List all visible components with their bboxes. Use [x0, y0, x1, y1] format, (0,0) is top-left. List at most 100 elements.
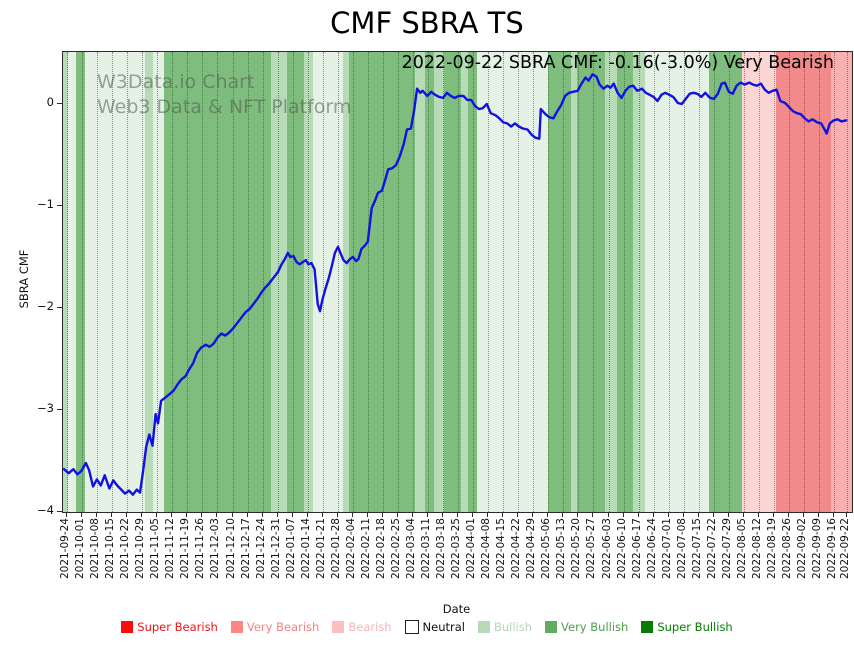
vertical-gridline [533, 52, 535, 512]
y-tick-label: −4 [37, 503, 54, 517]
x-tick-label: 2022-06-24 [645, 518, 658, 580]
x-tick-mark [667, 512, 669, 517]
x-tick-mark [757, 512, 759, 517]
x-tick-mark [276, 512, 278, 517]
x-tick-label: 2022-04-29 [525, 518, 538, 580]
vertical-gridline [728, 52, 730, 512]
signal-band-very-bullish [287, 52, 304, 512]
x-tick-label: 2021-09-24 [59, 518, 71, 580]
signal-band-bullish [571, 52, 577, 512]
x-tick-label: 2021-12-17 [239, 518, 252, 580]
vertical-gridline [322, 52, 324, 512]
vertical-gridline [292, 52, 294, 512]
x-tick-mark [351, 512, 353, 517]
vertical-gridline [307, 52, 309, 512]
x-tick-label: 2022-06-10 [615, 518, 628, 580]
x-tick-mark [156, 512, 158, 517]
vertical-gridline [503, 52, 505, 512]
vertical-gridline [608, 52, 610, 512]
vertical-gridline [578, 52, 580, 512]
legend-item-super-bearish: Super Bearish [121, 620, 218, 634]
signal-band-bullish [433, 52, 445, 512]
x-tick-mark [818, 512, 820, 517]
x-tick-label: 2022-07-29 [720, 518, 733, 580]
watermark: W3Data.io Chart Web3 Data & NFT Platform [97, 70, 351, 120]
vertical-gridline [789, 52, 790, 512]
x-tick-label: 2022-09-02 [796, 518, 808, 580]
x-tick-label: 2022-04-08 [480, 518, 493, 580]
x-tick-label: 2022-07-15 [690, 518, 703, 580]
vertical-gridline [337, 52, 339, 512]
vertical-gridline [758, 52, 760, 512]
vertical-gridline [518, 52, 520, 512]
y-tick-mark [57, 409, 62, 410]
legend-label: Neutral [422, 620, 465, 634]
signal-band-very-bullish [467, 52, 478, 512]
x-tick-mark [682, 512, 684, 517]
watermark-line2: Web3 Data & NFT Platform [97, 96, 352, 118]
plot-area: W3Data.io Chart Web3 Data & NFT Platform… [62, 51, 853, 513]
x-tick-label: 2021-12-10 [224, 518, 237, 580]
signal-band-bullish [343, 52, 349, 512]
vertical-gridline [82, 52, 83, 512]
vertical-gridline [819, 52, 821, 512]
x-tick-label: 2021-10-22 [119, 518, 132, 580]
x-tick-mark [261, 512, 263, 517]
y-tick-label: 0 [46, 95, 54, 109]
signal-band-faint-bullish [152, 52, 164, 512]
x-tick-mark [607, 512, 609, 517]
x-tick-mark [803, 512, 804, 517]
signal-band-very-bullish [548, 52, 572, 512]
vertical-gridline [668, 52, 670, 512]
x-tick-label: 2022-08-05 [735, 518, 748, 580]
legend-item-bullish: Bullish [477, 620, 532, 634]
signal-band-bullish [605, 52, 617, 512]
x-tick-label: 2022-03-18 [435, 518, 447, 580]
legend-label: Very Bullish [561, 620, 629, 634]
vertical-gridline [638, 52, 640, 512]
x-tick-label: 2022-04-01 [465, 518, 478, 580]
x-tick-mark [321, 512, 323, 517]
x-tick-label: 2022-02-25 [389, 518, 402, 580]
legend-swatch-icon [641, 621, 654, 633]
y-tick-mark [57, 205, 62, 206]
x-tick-mark [742, 512, 744, 517]
signal-band-very-bullish [425, 52, 434, 512]
vertical-gridline [713, 52, 715, 512]
signal-legend: Super Bearish Very Bearish Bearish Neutral B… [0, 620, 854, 634]
x-tick-label: 2021-12-24 [254, 518, 267, 580]
x-tick-mark [216, 512, 218, 517]
legend-swatch-icon [332, 621, 345, 633]
x-tick-label: 2022-02-11 [359, 518, 372, 580]
x-tick-label: 2021-10-08 [89, 518, 102, 580]
x-tick-mark [396, 512, 398, 517]
x-tick-label: 2021-12-31 [269, 518, 282, 580]
legend-label: Super Bullish [657, 620, 733, 634]
signal-band-faint-bullish [85, 52, 146, 512]
vertical-gridline [187, 52, 189, 512]
x-tick-label: 2022-03-25 [450, 518, 463, 580]
x-tick-label: 2022-09-22 [839, 518, 851, 580]
legend-item-very-bullish: Very Bullish [545, 620, 628, 634]
x-tick-label: 2022-07-22 [705, 518, 718, 580]
vertical-gridline [653, 52, 655, 512]
x-tick-label: 2021-11-19 [179, 518, 192, 580]
y-tick-label: −1 [37, 197, 54, 211]
y-axis-label: SBRA CMF [17, 249, 31, 309]
legend-swatch-icon [477, 621, 490, 633]
vertical-gridline [683, 52, 685, 512]
legend-label: Very Bearish [246, 620, 320, 634]
vertical-gridline [443, 52, 444, 512]
x-tick-mark [81, 512, 82, 517]
x-tick-mark [457, 512, 459, 517]
signal-band-bullish [145, 52, 153, 512]
x-tick-mark [412, 512, 413, 517]
x-tick-mark [66, 512, 67, 517]
vertical-gridline [262, 52, 264, 512]
legend-swatch-icon [230, 621, 243, 633]
signal-band-faint-bullish [645, 52, 710, 512]
vertical-gridline [847, 52, 848, 512]
x-tick-mark [336, 512, 338, 517]
legend-label: Bearish [348, 620, 392, 634]
x-tick-mark [381, 512, 383, 517]
